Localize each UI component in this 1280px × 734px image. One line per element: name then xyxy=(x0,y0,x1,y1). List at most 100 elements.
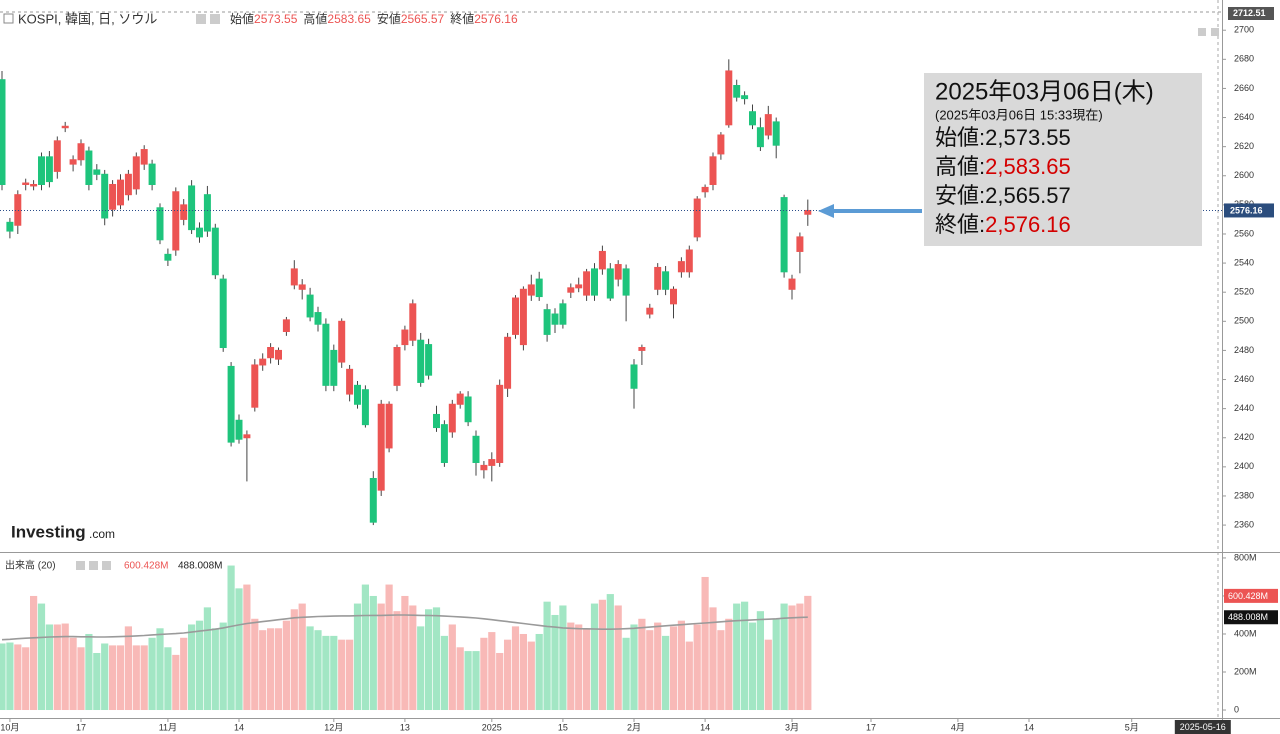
volume-bar xyxy=(298,603,306,711)
volume-bar xyxy=(227,565,235,711)
pane-icon[interactable] xyxy=(1198,28,1206,36)
volume-bar xyxy=(748,622,757,711)
x-tick-label: 10月 xyxy=(0,722,19,732)
settings-icon[interactable] xyxy=(76,561,85,570)
volume-bar xyxy=(709,607,717,711)
ohlc-name: 高値 xyxy=(303,11,327,26)
volume-bar xyxy=(172,654,180,711)
volume-bar xyxy=(211,628,219,711)
y-tick-label: 2540 xyxy=(1234,257,1254,267)
volume-bar xyxy=(693,624,701,711)
volume-bar xyxy=(472,651,480,711)
volume-y-tick-label: 800M xyxy=(1234,552,1257,562)
volume-bar xyxy=(567,622,575,711)
visibility-icon[interactable] xyxy=(210,14,220,24)
candle-body xyxy=(361,389,369,426)
close-icon[interactable] xyxy=(102,561,111,570)
candle-body xyxy=(677,261,685,273)
ohlc-header: 始値2573.55 高値2583.65 安値2565.57 終値2576.16 xyxy=(230,11,518,26)
tooltip-row-label: 始値: xyxy=(935,125,985,150)
candle-body xyxy=(772,121,780,146)
candle-body xyxy=(433,413,440,429)
candle-body xyxy=(338,320,346,363)
volume-bar xyxy=(583,628,591,711)
volume-bar xyxy=(551,614,559,711)
candle-body xyxy=(575,284,583,289)
pane-icon[interactable] xyxy=(1211,28,1219,36)
candle-body xyxy=(804,209,812,215)
volume-bar xyxy=(0,643,6,711)
volume-bar xyxy=(630,624,638,711)
visibility-icon[interactable] xyxy=(89,561,98,570)
volume-bar xyxy=(425,609,433,711)
volume-bar xyxy=(448,624,456,711)
volume-bar xyxy=(148,637,156,711)
y-tick-label: 2700 xyxy=(1234,25,1254,35)
volume-bar xyxy=(235,588,243,711)
cursor-date-box xyxy=(1174,720,1231,734)
volume-bar xyxy=(353,603,362,711)
settings-icon[interactable] xyxy=(196,14,206,24)
ohlc-value: 2573.55 xyxy=(254,12,298,26)
candle-body xyxy=(251,364,259,408)
volume-bar xyxy=(590,603,599,711)
candle-body xyxy=(101,173,109,219)
volume-y-tick-label: 400M xyxy=(1234,628,1257,638)
candle-body xyxy=(211,227,219,276)
y-tick-label: 2520 xyxy=(1234,287,1254,297)
y-tick-label: 2620 xyxy=(1234,141,1254,151)
y-tick-label: 2480 xyxy=(1234,345,1254,355)
candle-body xyxy=(132,156,140,190)
candle-body xyxy=(638,347,646,351)
axis-max-box xyxy=(1228,7,1274,20)
volume-bar xyxy=(14,644,22,711)
tooltip-row-label: 高値: xyxy=(935,154,985,179)
candle-body xyxy=(741,95,749,100)
candle-body xyxy=(61,125,69,129)
tooltip-row-label: 安値: xyxy=(935,183,985,208)
candle-body xyxy=(227,365,235,443)
volume-ma-line xyxy=(1,614,808,641)
volume-bar xyxy=(685,641,693,711)
candle-body xyxy=(140,149,148,165)
x-tick-label: 2月 xyxy=(627,722,641,732)
y-tick-label: 2460 xyxy=(1234,374,1254,384)
volume-ma-last-axis-label: 488.008M xyxy=(1228,612,1268,622)
x-tick-label: 13 xyxy=(400,722,410,732)
volume-y-tick-label: 0 xyxy=(1234,704,1239,714)
candle-body xyxy=(69,159,77,165)
marks xyxy=(0,59,1222,711)
volume-bar xyxy=(535,633,543,711)
y-tick-label: 2560 xyxy=(1234,228,1254,238)
candle-body xyxy=(275,349,282,360)
ohlc-value: 2583.65 xyxy=(327,12,371,26)
candle-body xyxy=(0,79,6,185)
candle-body xyxy=(180,204,188,220)
volume-bar xyxy=(464,651,472,711)
x-tick-label: 2025 xyxy=(482,722,502,732)
candle-body xyxy=(448,403,456,433)
candle-body xyxy=(512,297,519,335)
volume-bar xyxy=(488,632,496,711)
candle-body xyxy=(322,323,330,386)
candle-body xyxy=(282,319,290,332)
volume-bar xyxy=(559,605,567,711)
volume-bar xyxy=(61,623,69,711)
candle-body xyxy=(148,163,156,185)
volume-bar xyxy=(109,645,117,711)
candle-body xyxy=(354,384,361,405)
volume-bar xyxy=(156,628,164,711)
candle-body xyxy=(630,364,638,389)
volume-bar xyxy=(346,639,354,711)
collapse-icon[interactable] xyxy=(3,13,14,24)
candle-body xyxy=(330,349,338,386)
volume-bar xyxy=(456,647,464,711)
volume-bar xyxy=(409,605,417,711)
volume-bar xyxy=(733,603,741,711)
candle-body xyxy=(614,264,622,280)
volume-bar xyxy=(203,607,211,711)
x-tick-label: 14 xyxy=(700,722,710,732)
candle-body xyxy=(488,459,496,466)
volume-bar xyxy=(116,645,125,711)
